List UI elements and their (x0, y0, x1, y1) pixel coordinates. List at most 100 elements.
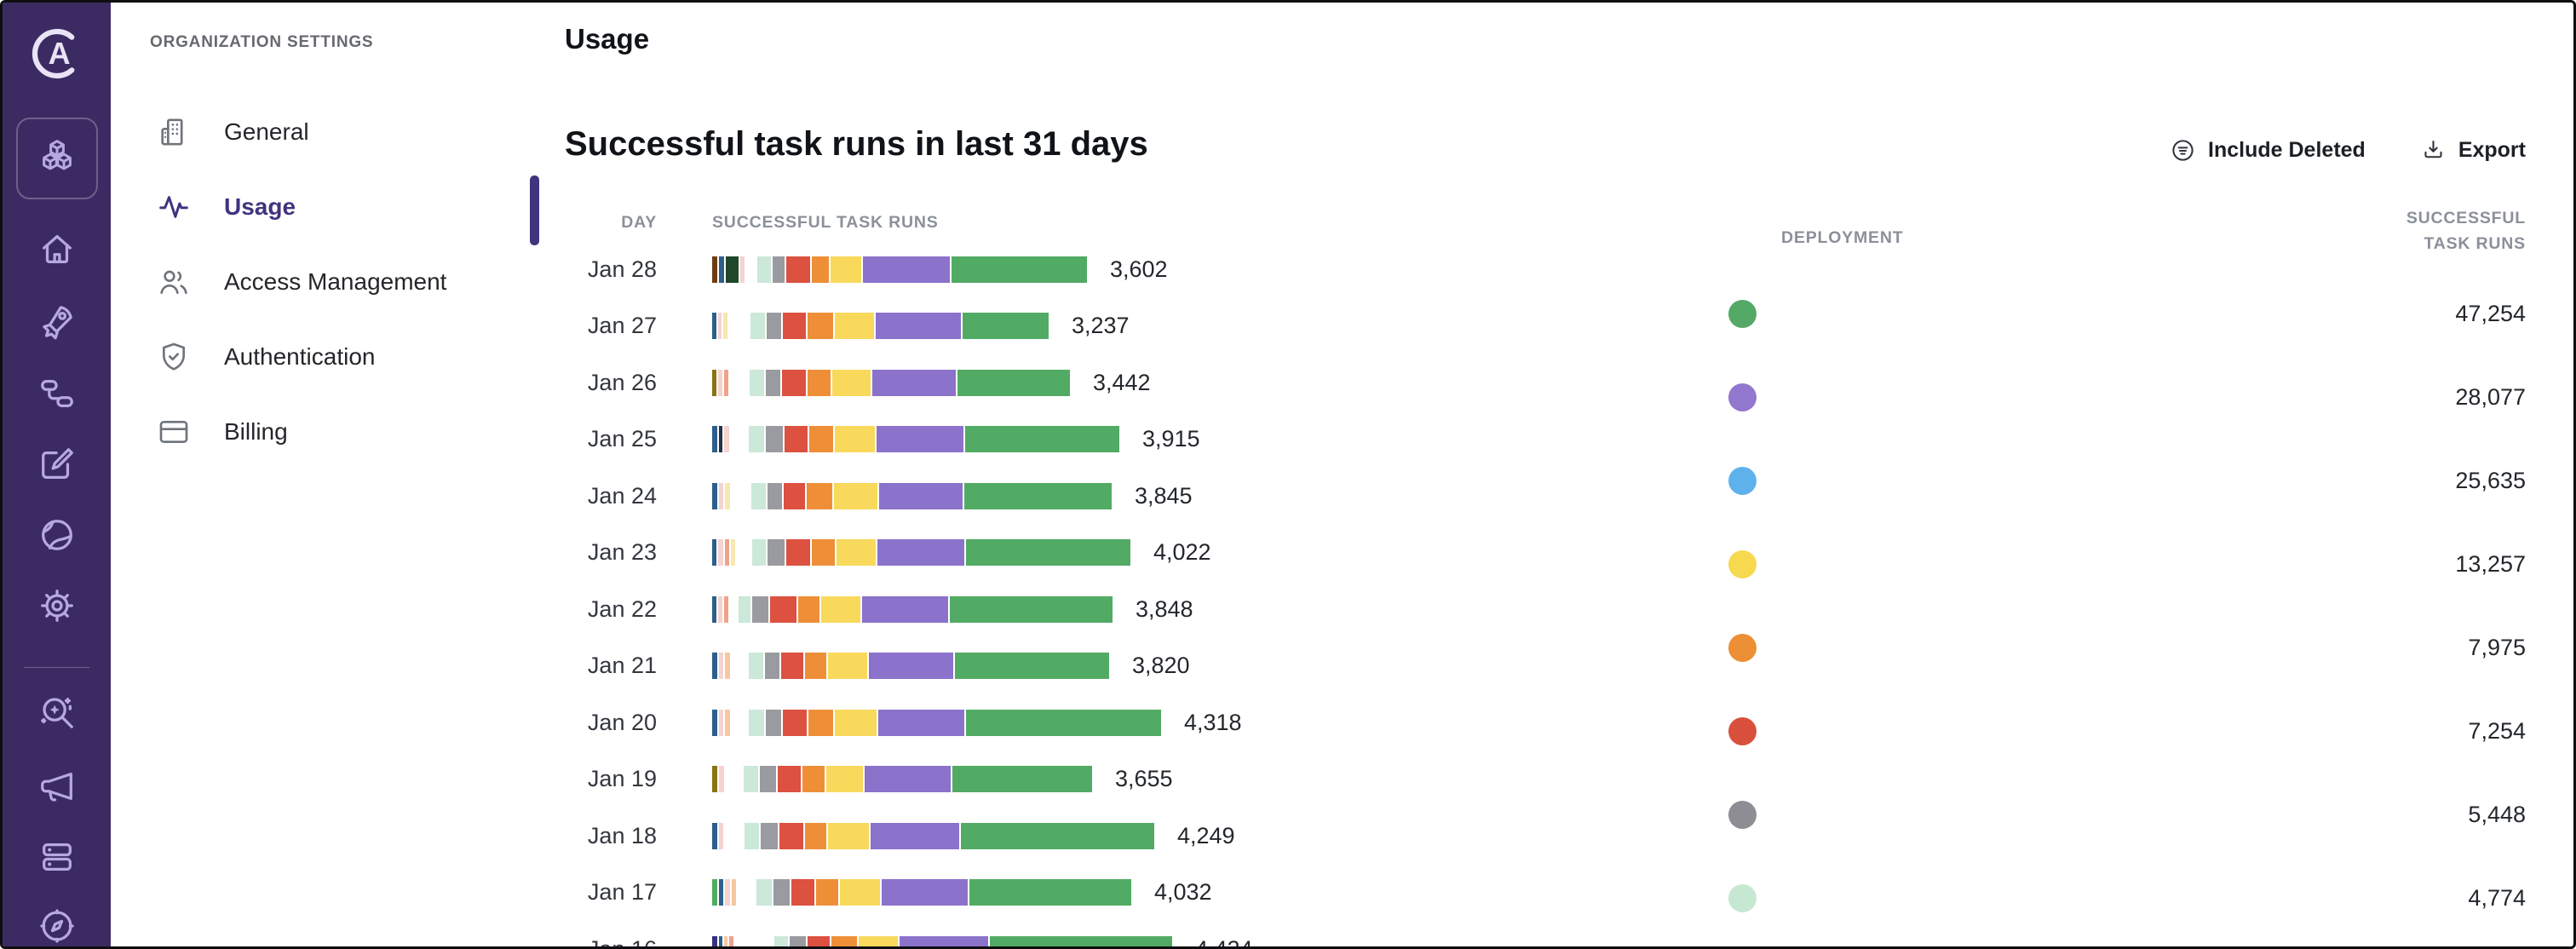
bar-segment-yellow (828, 653, 867, 680)
stacked-bar[interactable] (712, 653, 1110, 680)
bar-segment-olive (712, 369, 717, 396)
workspace-cubes-tile[interactable] (15, 118, 98, 199)
menu-heading: ORGANIZATION SETTINGS (150, 33, 374, 51)
bar-segment-white (746, 256, 756, 283)
bar-segment-mint (748, 426, 764, 453)
export-label: Export (2458, 138, 2526, 162)
bar-segment-pink (739, 256, 745, 283)
chart-row: Jan 20 4,318 (531, 694, 2573, 751)
stacked-bar[interactable] (712, 313, 1049, 340)
stacked-bar[interactable] (712, 822, 1155, 849)
workflow-icon[interactable] (37, 374, 77, 413)
stacked-bar[interactable] (712, 369, 1071, 396)
bar-segment-mint (751, 539, 767, 567)
home-icon[interactable] (37, 229, 77, 268)
bar-segment-pink (724, 426, 730, 453)
include-deleted-label: Include Deleted (2208, 138, 2366, 162)
stacked-bar[interactable] (712, 595, 1113, 623)
run-count: 3,820 (1132, 653, 1190, 679)
deployment-color-dot (1728, 549, 1757, 578)
bar-segment-lyellow (725, 482, 730, 509)
scrollbar-thumb[interactable] (530, 175, 539, 245)
menu-item-authentication[interactable]: Authentication (111, 319, 531, 394)
bar-segment-navy (712, 595, 717, 623)
bar-segment-peach (725, 653, 730, 680)
bar-segment-yellow (831, 369, 871, 396)
bar-segment-purple (864, 766, 952, 793)
deployment-run-count: 13,257 (2455, 550, 2526, 577)
globe-icon[interactable] (37, 515, 77, 555)
filter-circle-icon (2172, 140, 2194, 161)
bar-segment-white (725, 822, 744, 849)
chart-row: Jan 26 3,442 (531, 354, 2573, 411)
menu-item-billing[interactable]: Billing (111, 394, 531, 469)
stacked-bar[interactable] (712, 766, 1092, 793)
legend-row: 4,774 (531, 856, 2573, 940)
stacked-bar[interactable] (712, 539, 1130, 567)
bar-segment-salmon (724, 595, 729, 623)
megaphone-icon[interactable] (37, 767, 77, 806)
bar-segment-pink (718, 369, 723, 396)
stacked-bar[interactable] (712, 935, 1172, 946)
bar-segment-pink (718, 653, 724, 680)
bar-segment-white (730, 369, 748, 396)
bar-segment-purple (862, 256, 951, 283)
credit-card-icon (159, 421, 188, 443)
bar-segment-green (963, 313, 1049, 340)
legend-row: 7,975 (531, 606, 2573, 689)
compass-icon[interactable] (37, 906, 77, 946)
menu-item-usage[interactable]: Usage (111, 170, 531, 244)
insights-search-icon[interactable] (37, 693, 77, 732)
bar-segment-mint (750, 369, 765, 396)
stacked-bar[interactable] (712, 482, 1112, 509)
include-deleted-button[interactable]: Include Deleted (2170, 137, 2366, 164)
bar-segment-orange (808, 426, 834, 453)
stacked-bar[interactable] (712, 426, 1120, 453)
bar-segment-yellow (825, 766, 863, 793)
bar-segment-red (769, 595, 796, 623)
bar-segment-red (807, 935, 830, 946)
stacked-bar[interactable] (712, 709, 1162, 736)
stacked-bar[interactable] (712, 879, 1132, 906)
bar-segment-navy (719, 256, 725, 283)
gear-icon[interactable] (37, 586, 77, 625)
chart-row: Jan 17 4,032 (531, 865, 2573, 922)
compose-icon[interactable] (37, 445, 77, 484)
bar-segment-navy (712, 653, 717, 680)
bar-segment-lyellow (723, 313, 727, 340)
column-header-day: DAY (621, 213, 657, 232)
bar-segment-olive (712, 766, 717, 793)
legend-row: 28,077 (531, 355, 2573, 439)
day-label: Jan 22 (587, 595, 657, 622)
day-label: Jan 20 (587, 709, 657, 735)
bar-segment-white (731, 426, 747, 453)
menu-item-label: Billing (224, 418, 288, 445)
chart-row: Jan 23 4,022 (531, 525, 2573, 582)
bar-segment-orange (797, 595, 819, 623)
astronomer-logo-icon[interactable]: A (30, 26, 84, 81)
bar-segment-yellow (831, 256, 861, 283)
run-count: 4,249 (1177, 822, 1235, 848)
bar-segment-navy (712, 539, 717, 567)
bar-segment-mint (774, 935, 789, 946)
rocket-icon[interactable] (37, 302, 77, 341)
bar-segment-orange (808, 709, 833, 736)
menu-item-general[interactable]: General (111, 95, 531, 170)
bar-segment-red (786, 539, 810, 567)
main-content: Usage Successful task runs in last 31 da… (531, 3, 2573, 946)
chart-row: Jan 21 3,820 (531, 638, 2573, 695)
deployment-run-count: 5,448 (2468, 801, 2526, 827)
export-button[interactable]: Export (2420, 137, 2526, 164)
bar-segment-pink (718, 482, 724, 509)
bar-segment-yellow (834, 482, 877, 509)
server-stack-icon[interactable] (37, 837, 77, 877)
bar-segment-indigo (712, 935, 717, 946)
menu-item-access-management[interactable]: Access Management (111, 244, 531, 319)
stacked-bar[interactable] (712, 256, 1087, 283)
bar-segment-mint (750, 313, 765, 340)
bar-segment-red (791, 879, 814, 906)
bar-segment-red (785, 256, 811, 283)
menu-item-label: Usage (224, 193, 296, 220)
svg-text:A: A (48, 36, 70, 71)
bar-segment-white (731, 482, 750, 509)
